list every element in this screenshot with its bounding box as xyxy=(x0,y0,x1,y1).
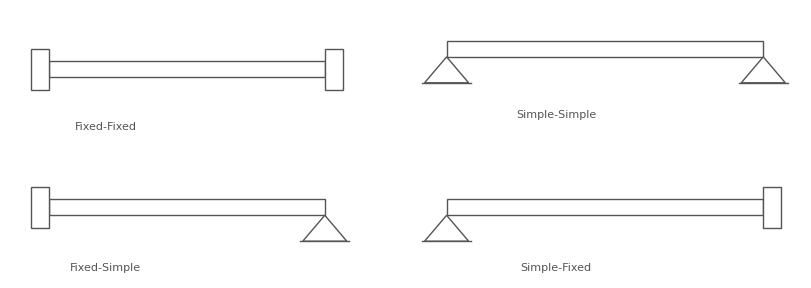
Text: Simple-Simple: Simple-Simple xyxy=(516,110,595,120)
Bar xyxy=(49,199,324,215)
Polygon shape xyxy=(303,215,346,241)
Polygon shape xyxy=(424,57,468,83)
Polygon shape xyxy=(424,215,468,241)
Text: Simple-Fixed: Simple-Fixed xyxy=(520,263,591,273)
Text: Fixed-Simple: Fixed-Simple xyxy=(70,263,141,273)
Bar xyxy=(762,187,780,228)
Bar xyxy=(446,199,762,215)
Text: Fixed-Fixed: Fixed-Fixed xyxy=(75,122,136,132)
Bar xyxy=(324,48,342,90)
Bar xyxy=(31,187,49,228)
Bar xyxy=(31,48,49,90)
Bar xyxy=(49,61,324,77)
Bar xyxy=(446,41,762,57)
Polygon shape xyxy=(740,57,784,83)
